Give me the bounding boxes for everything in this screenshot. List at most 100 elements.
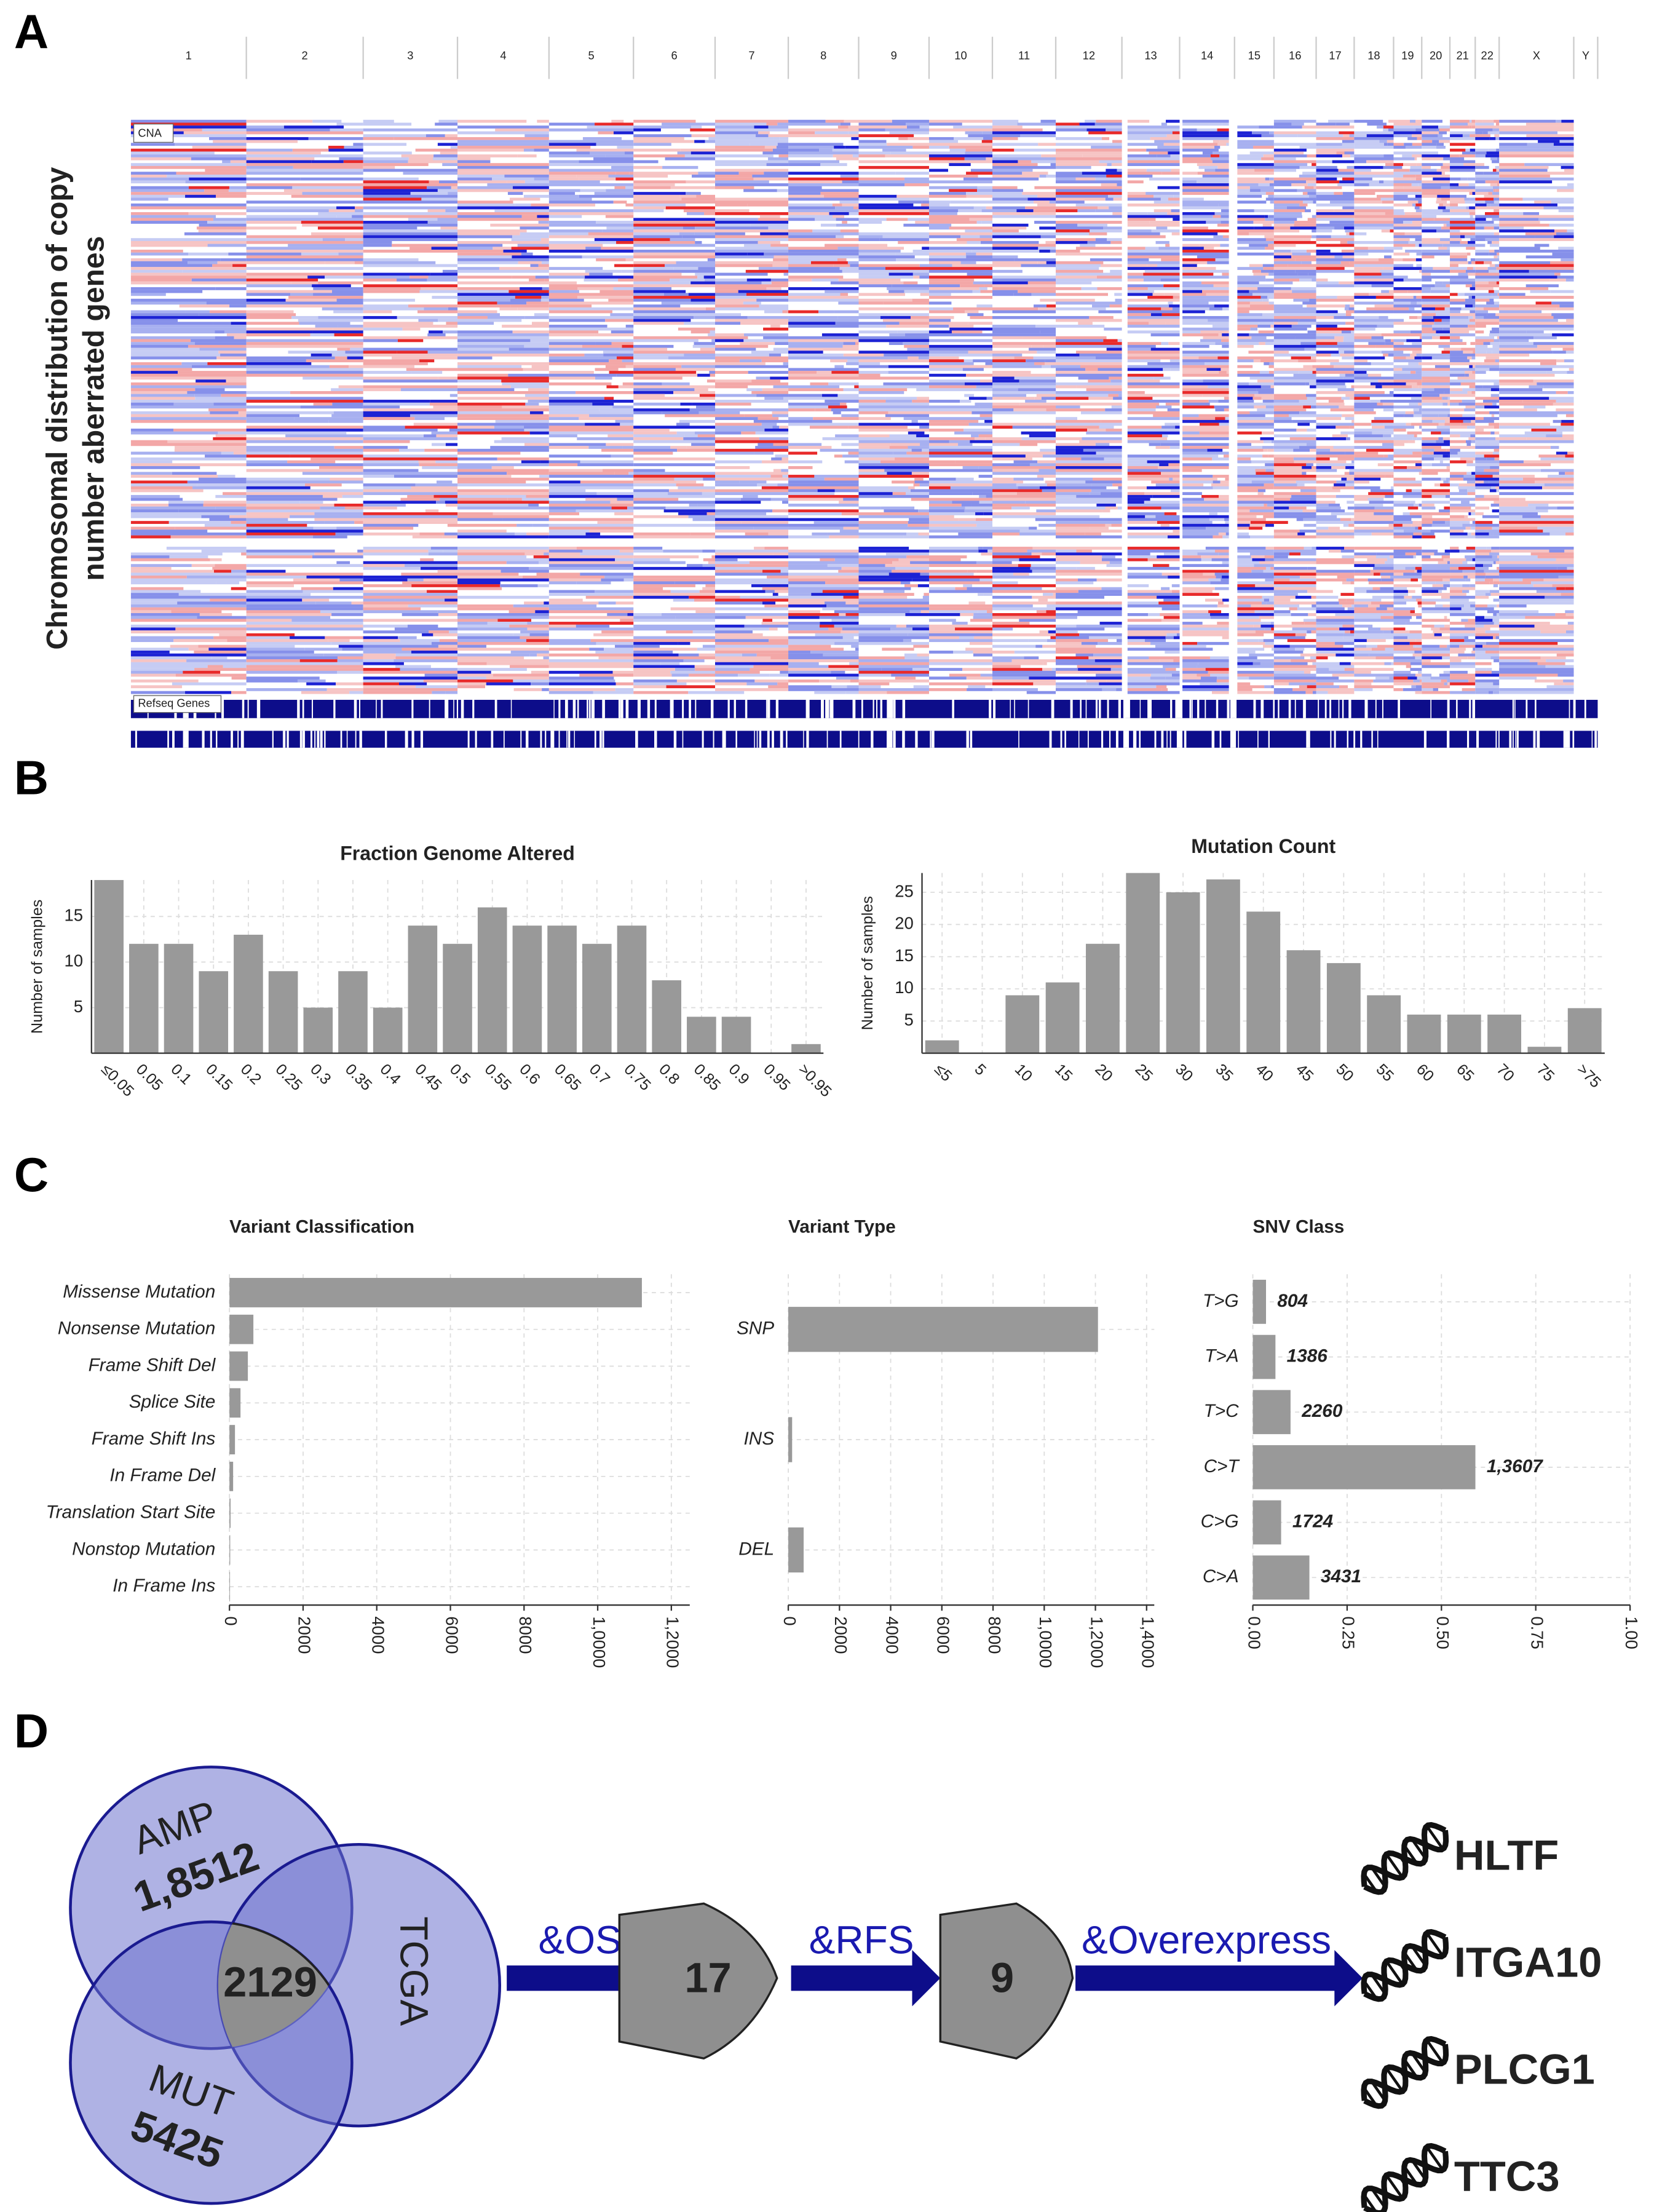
cna-segment bbox=[1538, 454, 1565, 458]
cna-segment bbox=[885, 154, 929, 157]
cna-segment bbox=[300, 405, 363, 409]
cna-segment bbox=[197, 483, 247, 486]
cna-segment bbox=[1316, 172, 1355, 175]
cna-segment bbox=[1161, 342, 1169, 345]
cna-segment bbox=[246, 333, 311, 336]
cna-segment bbox=[1535, 304, 1560, 307]
cna-segment bbox=[1316, 125, 1355, 129]
cna-segment bbox=[1388, 353, 1394, 357]
cna-segment bbox=[1354, 293, 1369, 296]
cna-segment bbox=[1056, 362, 1122, 365]
cna-segment bbox=[1416, 264, 1422, 268]
cna-segment bbox=[714, 400, 789, 403]
cna-segment bbox=[1273, 529, 1300, 533]
cna-segment bbox=[188, 252, 229, 256]
cna-segment bbox=[1312, 466, 1316, 469]
cna-segment bbox=[1499, 529, 1543, 533]
cna-segment bbox=[1273, 532, 1298, 536]
cna-segment bbox=[1354, 451, 1379, 455]
cna-segment bbox=[992, 148, 1015, 152]
cna-segment bbox=[1146, 486, 1180, 490]
cna-segment bbox=[1499, 351, 1553, 354]
cna-segment bbox=[1316, 255, 1335, 259]
cna-segment bbox=[592, 402, 614, 406]
cna-segment bbox=[363, 192, 411, 195]
cna-segment bbox=[973, 359, 992, 363]
cna-segment bbox=[1538, 218, 1574, 221]
cna-segment bbox=[1489, 264, 1495, 268]
cna-segment bbox=[363, 379, 458, 383]
cna-segment bbox=[457, 148, 524, 152]
cna-segment bbox=[596, 492, 634, 496]
cna-segment bbox=[363, 428, 438, 432]
cna-segment bbox=[788, 163, 821, 167]
cna-segment bbox=[1098, 310, 1122, 314]
cna-segment bbox=[579, 177, 616, 181]
cna-segment bbox=[1268, 301, 1274, 305]
cna-segment bbox=[1419, 503, 1422, 507]
cna-segment bbox=[1465, 148, 1470, 152]
cna-segment bbox=[1316, 515, 1337, 518]
cna-segment bbox=[312, 330, 363, 334]
cna-segment bbox=[436, 501, 445, 504]
cna-segment bbox=[1026, 232, 1056, 236]
cna-segment bbox=[246, 431, 290, 435]
cna-segment bbox=[890, 151, 929, 155]
cna-segment bbox=[1354, 428, 1394, 432]
cna-segment bbox=[1342, 414, 1355, 418]
cna-segment bbox=[928, 174, 978, 178]
cna-segment bbox=[1565, 472, 1574, 475]
cna-segment bbox=[1567, 390, 1574, 394]
cna-segment bbox=[1299, 529, 1316, 533]
cna-segment bbox=[1056, 261, 1104, 264]
cna-segment bbox=[432, 296, 458, 299]
cna-segment bbox=[1106, 168, 1117, 172]
cna-segment bbox=[1182, 327, 1229, 331]
cna-segment bbox=[1495, 264, 1500, 268]
cna-segment bbox=[1182, 276, 1229, 279]
cna-segment bbox=[1335, 426, 1350, 429]
cna-segment bbox=[548, 460, 580, 464]
cna-segment bbox=[363, 515, 458, 518]
cna-segment bbox=[1419, 408, 1422, 411]
cna-segment bbox=[504, 174, 549, 178]
cna-segment bbox=[520, 287, 542, 290]
cna-segment bbox=[1393, 454, 1422, 458]
cna-segment bbox=[665, 506, 715, 510]
cna-segment bbox=[457, 304, 511, 307]
cna-segment bbox=[130, 192, 247, 195]
cna-segment bbox=[534, 177, 549, 181]
cna-segment bbox=[1422, 218, 1434, 221]
cna-segment bbox=[457, 483, 549, 486]
cna-segment bbox=[707, 258, 715, 261]
cna-segment bbox=[1127, 290, 1154, 293]
cna-segment bbox=[845, 267, 859, 270]
cna-segment bbox=[928, 203, 950, 207]
cna-segment bbox=[1108, 394, 1119, 397]
cna-segment bbox=[130, 494, 180, 498]
cna-segment bbox=[363, 229, 458, 232]
cna-segment bbox=[1197, 128, 1217, 132]
cna-segment bbox=[858, 143, 887, 146]
cna-segment bbox=[1422, 353, 1450, 357]
cna-segment bbox=[1237, 134, 1262, 138]
cna-segment bbox=[1268, 244, 1274, 247]
cna-segment bbox=[714, 426, 773, 429]
cna-segment bbox=[788, 151, 859, 155]
cna-segment bbox=[540, 238, 549, 242]
cna-segment bbox=[1344, 151, 1355, 155]
cna-segment bbox=[1182, 492, 1202, 496]
cna-segment bbox=[1422, 290, 1431, 293]
cna-segment bbox=[1237, 177, 1265, 181]
cna-segment bbox=[1484, 226, 1494, 230]
cna-segment bbox=[363, 448, 400, 452]
cna-segment bbox=[1366, 134, 1394, 138]
cna-segment bbox=[633, 232, 679, 236]
cna-segment bbox=[544, 278, 549, 282]
cna-segment bbox=[1309, 382, 1316, 386]
cna-segment bbox=[1056, 359, 1122, 363]
cna-segment bbox=[1345, 183, 1355, 186]
cna-segment bbox=[841, 414, 859, 418]
cna-segment bbox=[1354, 143, 1384, 146]
cna-segment bbox=[690, 128, 715, 132]
